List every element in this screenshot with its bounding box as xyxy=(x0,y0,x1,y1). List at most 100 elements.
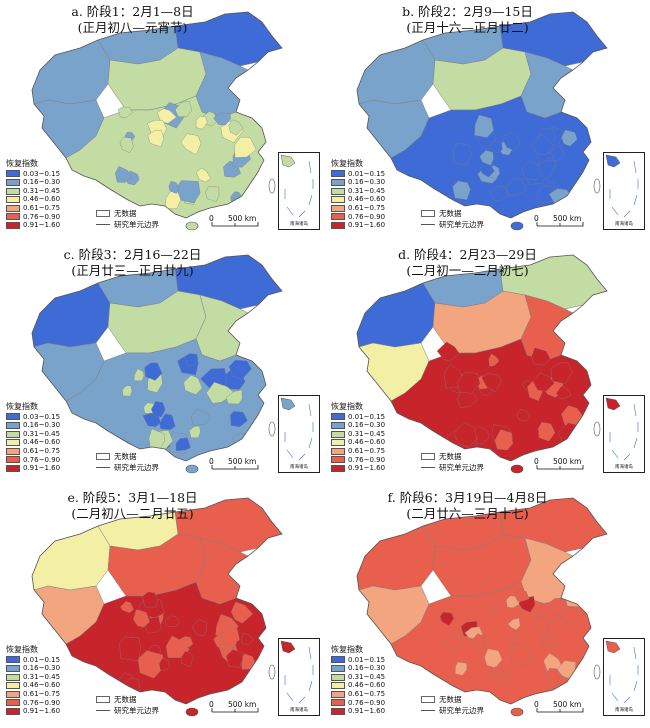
legend-swatch xyxy=(331,187,345,195)
legend-swatch xyxy=(6,673,20,681)
prefecture-cell xyxy=(196,167,212,183)
boundary-label: 研究单元边界 xyxy=(439,220,484,229)
legend-swatch xyxy=(6,699,20,707)
prefecture-cell xyxy=(147,129,164,147)
inset-label: 南海诸岛 xyxy=(615,465,633,470)
legend-entry: 0.31~0.45 xyxy=(6,430,60,439)
legend-range-label: 0.61~0.75 xyxy=(23,689,61,698)
prefecture-cell xyxy=(133,368,145,381)
legend-swatch xyxy=(6,447,20,455)
legend-range-label: 0.61~0.75 xyxy=(348,446,386,455)
boundary-line-swatch xyxy=(421,224,435,225)
legend-no-data: 无数据 xyxy=(421,208,462,219)
legend-range-label: 0.16~0.30 xyxy=(348,421,386,430)
legend-entry: 0.16~0.30 xyxy=(331,421,385,430)
country-outline xyxy=(356,11,608,219)
prefecture-cell xyxy=(181,650,194,667)
map-panel-3: 0 500 km c. 阶段3：2月16—22日 (正月廿三—正月廿九) 恢复指数 0.0… xyxy=(0,243,325,485)
legend-swatch xyxy=(331,447,345,455)
legend-range-label: 0.31~0.45 xyxy=(23,186,61,195)
choropleth-map xyxy=(31,11,283,231)
no-data-swatch xyxy=(421,453,435,460)
legend-entry: 0.76~0.90 xyxy=(331,213,385,222)
legend-entry: 0.46~0.60 xyxy=(331,681,385,690)
legend-range-label: 0.76~0.90 xyxy=(23,455,61,464)
legend-entry: 0.46~0.60 xyxy=(331,438,385,447)
legend-swatch xyxy=(6,413,20,421)
legend-entry: 0.91~1.60 xyxy=(6,707,60,716)
prefecture-cell xyxy=(164,615,180,627)
legend-range-label: 0.91~1.60 xyxy=(348,464,386,473)
legend-entry: 0.91~1.60 xyxy=(331,707,385,716)
prefecture-cell xyxy=(230,411,248,428)
prefecture-cell xyxy=(231,601,254,624)
legend-swatch xyxy=(6,187,20,195)
legend-range-label: 0.46~0.60 xyxy=(348,438,386,447)
boundary-line-swatch xyxy=(96,710,110,711)
panel-title-stage: a. 阶段1：2月1—8日 xyxy=(71,4,194,19)
inset-coast xyxy=(280,154,296,168)
inset-nine-dash-line xyxy=(284,646,314,704)
legend-swatch xyxy=(331,464,345,472)
scale-zero-label: 0 xyxy=(534,700,539,709)
no-data-swatch xyxy=(96,210,110,217)
legend-range-label: 0.91~1.60 xyxy=(23,707,61,716)
no-data-label: 无数据 xyxy=(114,209,137,218)
prefecture-cell xyxy=(452,180,471,200)
legend-swatch xyxy=(331,221,345,229)
inset-nine-dash-line xyxy=(609,403,639,461)
panel-title-stage: c. 阶段3：2月16—22日 xyxy=(63,247,202,262)
legend-entry: 0.46~0.60 xyxy=(6,438,60,447)
inset-label: 南海诸岛 xyxy=(290,222,308,227)
scale-bar-line xyxy=(211,465,259,470)
scale-distance-label: 500 km xyxy=(228,214,257,223)
no-data-swatch xyxy=(96,696,110,703)
legend-swatch xyxy=(331,439,345,447)
legend: 恢复指数 0.01~0.15 0.16~0.30 0.31~0.45 0.46~0.60… xyxy=(331,402,386,473)
inset-map xyxy=(605,640,639,704)
prefecture-cell xyxy=(439,612,454,626)
no-data-swatch xyxy=(421,696,435,703)
inset-map xyxy=(605,154,639,218)
legend-swatch xyxy=(331,456,345,464)
prefecture-cell xyxy=(122,385,133,397)
region-1 xyxy=(32,282,111,348)
choropleth-map xyxy=(356,497,608,717)
scale-bar-line xyxy=(211,222,259,227)
legend-swatch xyxy=(331,673,345,681)
map-panel-2: 0 500 km b. 阶段2：2月9—15日 (正月十六—正月廿二) 恢复指数 0.01… xyxy=(325,0,650,242)
no-data-label: 无数据 xyxy=(114,695,137,704)
legend-entry: 0.16~0.30 xyxy=(6,421,60,430)
scale-distance-label: 500 km xyxy=(228,700,257,709)
legend-boundary: 研究单元边界 xyxy=(96,219,159,230)
legend-entry: 0.16~0.30 xyxy=(331,664,385,673)
legend-entry: 0.03~0.15 xyxy=(6,413,60,422)
no-data-swatch xyxy=(96,453,110,460)
prefecture-cell xyxy=(532,372,555,392)
inset-nine-dash-line xyxy=(609,646,639,704)
prefecture-cell xyxy=(481,373,502,393)
legend-range-label: 0.76~0.90 xyxy=(348,698,386,707)
legend-entry: 0.61~0.75 xyxy=(331,204,385,213)
inset-map xyxy=(605,397,639,461)
taiwan-island xyxy=(268,664,276,680)
legend-swatch xyxy=(6,196,20,204)
prefecture-cell xyxy=(120,601,134,613)
legend-no-data: 无数据 xyxy=(421,451,462,462)
legend-range-label: 0.76~0.90 xyxy=(348,212,386,221)
legend-entry: 0.76~0.90 xyxy=(331,699,385,708)
legend-no-data: 无数据 xyxy=(96,208,137,219)
legend-swatch xyxy=(6,213,20,221)
legend-swatch xyxy=(6,439,20,447)
taiwan-island xyxy=(593,421,601,437)
legend: 恢复指数 0.03~0.15 0.16~0.30 0.31~0.45 0.46~0.60… xyxy=(6,402,61,473)
legend-swatch xyxy=(331,170,345,178)
panel-title-lunar: (正月初八—元宵节) xyxy=(77,20,188,35)
prefecture-cell xyxy=(533,616,549,638)
legend-swatch xyxy=(6,707,20,715)
legend-no-data: 无数据 xyxy=(421,694,462,705)
legend-swatch xyxy=(331,421,345,429)
prefecture-cell xyxy=(234,136,257,158)
no-data-label: 无数据 xyxy=(439,209,462,218)
inset-nine-dash-line xyxy=(284,403,314,461)
